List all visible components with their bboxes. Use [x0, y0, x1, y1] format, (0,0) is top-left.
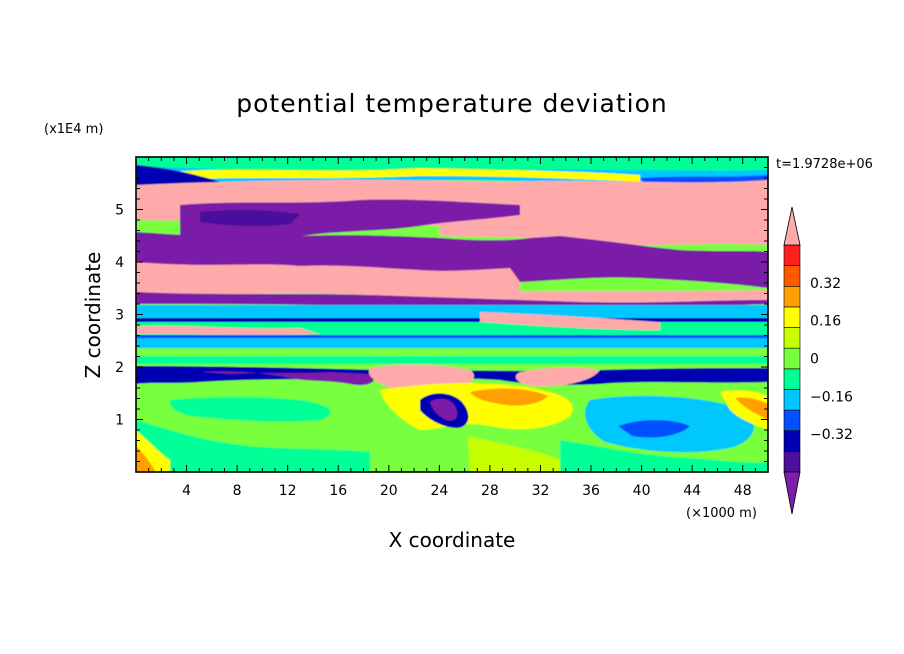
colorbar-segment: [783, 451, 801, 473]
y-unit-label: (x1E4 m): [44, 122, 103, 137]
x-tick-label: 24: [430, 483, 448, 499]
lower-orange-right: [735, 397, 768, 420]
mid-green-strip: [136, 356, 768, 364]
colorbar-segment: [783, 265, 801, 287]
colorbar-segment: [783, 347, 801, 370]
colorbar-segment: [783, 285, 801, 308]
lower-yellow-bottom: [468, 436, 560, 472]
lower-cyan-bottom: [560, 440, 768, 472]
time-label: t=1.9728e+06: [776, 157, 873, 172]
band-top-yellow: [170, 168, 640, 182]
x-tick-label: 36: [582, 483, 600, 499]
mid-pink-right: [480, 312, 660, 330]
x-tick-label: 28: [481, 483, 499, 499]
lower-blue-right: [618, 420, 690, 438]
colorbar-tick-label: −0.16: [810, 389, 853, 405]
y-tick-label: 5: [115, 203, 124, 219]
x-tick-label: 12: [279, 483, 297, 499]
x-axis-label: X coordinate: [389, 528, 516, 552]
mid-pink-strip: [136, 325, 320, 335]
x-tick-label: 20: [380, 483, 398, 499]
colorbar-tick-label: 0.32: [810, 276, 841, 292]
colorbar: 0.32 0.16 0 −0.16 −0.32: [783, 206, 853, 515]
y-tick-label: 1: [115, 413, 124, 429]
y-tick-label: 2: [115, 360, 124, 376]
lower-cyan-left: [136, 420, 370, 472]
colorbar-tick-label: 0.16: [810, 314, 841, 330]
lower-green-left: [169, 397, 331, 422]
colorbar-segment: [783, 306, 801, 328]
x-unit-label: (×1000 m): [686, 506, 757, 521]
colorbar-tick-label: −0.32: [810, 427, 853, 443]
mid-cyan-band: [136, 305, 768, 319]
y-tick-label: 4: [115, 255, 124, 271]
y-axis-label: Z coordinate: [81, 252, 105, 379]
colorbar-segment: [783, 327, 801, 349]
chart-title: potential temperature deviation: [236, 89, 667, 118]
colorbar-extend-max: [783, 206, 801, 246]
lower-purple-eddy: [430, 398, 458, 421]
x-tick-label: 48: [734, 483, 752, 499]
y-tick-label: 3: [115, 308, 124, 324]
mid-blue-line-b: [136, 335, 768, 338]
mid-cyan-band-b: [136, 338, 768, 348]
colorbar-extend-min: [783, 471, 801, 515]
purple-b: [136, 232, 768, 288]
x-tick-label: 40: [633, 483, 651, 499]
contour-field: [136, 157, 768, 472]
x-tick-label: 8: [233, 483, 242, 499]
x-tick-label: 44: [683, 483, 701, 499]
x-tick-label: 4: [182, 483, 191, 499]
colorbar-segment: [783, 368, 801, 390]
colorbar-segment: [783, 244, 801, 266]
colorbar-segment: [783, 409, 801, 432]
band-top-green: [136, 157, 768, 171]
mid-blue-line-a: [136, 318, 768, 322]
lower-orange-left: [136, 446, 156, 472]
x-tick-label: 16: [329, 483, 347, 499]
lower-orange-mid: [470, 388, 548, 406]
colorbar-segment: [783, 430, 801, 452]
pink-blob-2b: [515, 367, 600, 387]
purple-a: [180, 199, 520, 242]
purple-d: [200, 209, 300, 227]
y-axis-ticks: 1 2 3 4 5: [115, 156, 768, 473]
purple-wave-2: [200, 371, 374, 386]
x-tick-label: 32: [532, 483, 550, 499]
colorbar-tick-label: 0: [810, 352, 819, 368]
colorbar-segment: [783, 389, 801, 411]
x-axis-ticks: 4 8 12 16 20 24 28 32 36 40 44 48: [135, 157, 769, 499]
